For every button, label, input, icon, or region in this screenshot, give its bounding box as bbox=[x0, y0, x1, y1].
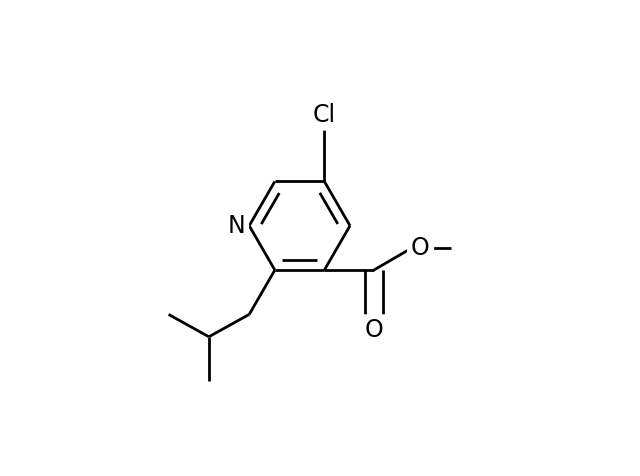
Text: O: O bbox=[410, 236, 429, 260]
Text: O: O bbox=[364, 318, 384, 342]
Text: N: N bbox=[228, 214, 246, 238]
Text: O: O bbox=[364, 318, 383, 342]
Text: Cl: Cl bbox=[312, 103, 337, 127]
Text: Cl: Cl bbox=[313, 103, 336, 127]
Text: O: O bbox=[410, 236, 431, 260]
Text: N: N bbox=[226, 214, 246, 238]
